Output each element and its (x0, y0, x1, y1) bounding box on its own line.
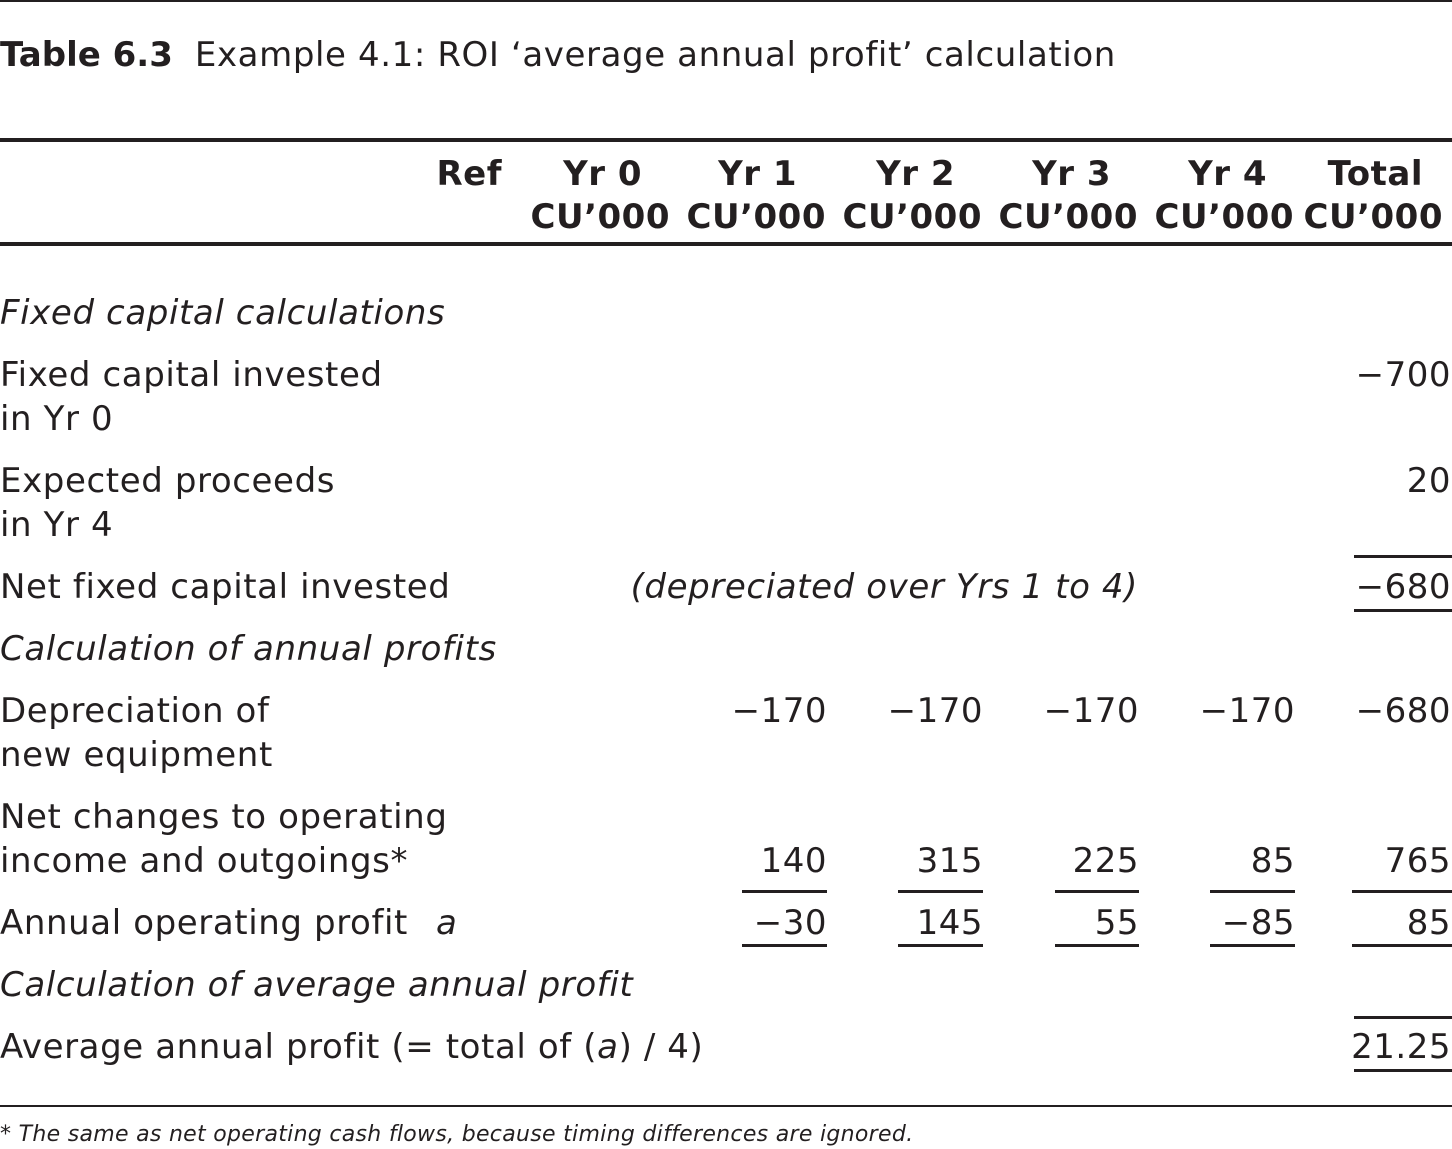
footnote: * The same as net operating cash flows, … (0, 1122, 914, 1147)
footer-rule (0, 1105, 1452, 1107)
row-net-changes-label-2: income and outgoings* (0, 841, 409, 881)
row-operating-profit-yr3: 55 (1094, 903, 1139, 943)
row-net-changes-yr1: 140 (760, 841, 827, 881)
row-depreciation-yr3: −170 (1043, 691, 1139, 731)
net-fixed-total-bottom-line (1354, 609, 1452, 612)
row-average-profit-ref: a (597, 1027, 619, 1067)
row-proceeds-label-2: in Yr 4 (0, 505, 114, 545)
row-net-changes-yr2: 315 (916, 841, 983, 881)
header-yr1-year: Yr 1 (718, 154, 797, 194)
row-proceeds-total: 20 (1406, 461, 1451, 501)
row-depreciation-label-1: Depreciation of (0, 691, 270, 731)
row-net-changes-yr4: 85 (1250, 841, 1295, 881)
section-fixed-capital: Fixed capital calculations (0, 293, 446, 333)
yr3-subtotal-top-line (1055, 890, 1139, 893)
header-yr4-year: Yr 4 (1188, 154, 1267, 194)
row-fixed-invested-label-2: in Yr 0 (0, 399, 114, 439)
row-net-changes-total: 765 (1384, 841, 1451, 881)
row-net-fixed-total: −680 (1355, 567, 1451, 607)
row-operating-profit-label: Annual operating profit (0, 903, 408, 943)
section-annual-profits: Calculation of annual profits (0, 629, 497, 669)
row-average-profit-label-after: ) / 4) (618, 1027, 704, 1067)
header-total-year: Total (1327, 154, 1423, 194)
yr3-subtotal-bottom-line (1055, 944, 1139, 947)
row-depreciation-total: −680 (1355, 691, 1451, 731)
row-depreciation-yr1: −170 (731, 691, 827, 731)
average-total-bottom-line (1354, 1069, 1452, 1072)
row-operating-profit-yr4: −85 (1221, 903, 1295, 943)
top-rule (0, 0, 1452, 2)
row-net-changes-yr3: 225 (1072, 841, 1139, 881)
header-yr3-year: Yr 3 (1032, 154, 1111, 194)
average-total-top-line (1354, 1016, 1452, 1019)
row-fixed-invested-total: −700 (1355, 355, 1451, 395)
row-fixed-invested-label-1: Fixed capital invested (0, 355, 383, 395)
table-caption: Example 4.1: ROI ‘average annual profit’… (194, 35, 1116, 75)
row-proceeds-label-1: Expected proceeds (0, 461, 336, 501)
total-subtotal-top-line (1352, 890, 1452, 893)
row-depreciation-label-2: new equipment (0, 735, 273, 775)
row-operating-profit-yr2: 145 (916, 903, 983, 943)
row-operating-profit-total: 85 (1406, 903, 1451, 943)
yr2-subtotal-top-line (898, 890, 983, 893)
header-total-unit: CU’000 (1303, 197, 1443, 237)
header-yr2-year: Yr 2 (876, 154, 955, 194)
row-average-profit-label: Average annual profit (= total of (a) / … (0, 1030, 703, 1064)
table-title: Table 6.3 Example 4.1: ROI ‘average annua… (0, 38, 1116, 72)
section-average-profit: Calculation of average annual profit (0, 965, 634, 1005)
yr2-subtotal-bottom-line (898, 944, 983, 947)
header-bottom-rule (0, 242, 1452, 246)
row-depreciation-yr4: −170 (1199, 691, 1295, 731)
row-operating-profit-ref: a (436, 903, 458, 943)
row-depreciation-yr2: −170 (887, 691, 983, 731)
table-number: Table 6.3 (0, 35, 173, 75)
row-operating-profit-yr1: −30 (753, 903, 827, 943)
row-net-fixed-note: (depreciated over Yrs 1 to 4) (630, 567, 1138, 607)
header-yr2-unit: CU’000 (842, 197, 982, 237)
yr4-subtotal-top-line (1210, 890, 1295, 893)
header-yr3-unit: CU’000 (998, 197, 1138, 237)
row-net-changes-label-1: Net changes to operating (0, 797, 448, 837)
row-average-profit-label-before: Average annual profit (= total of ( (0, 1027, 598, 1067)
row-average-profit-total: 21.25 (1351, 1027, 1451, 1067)
header-ref: Ref (436, 154, 502, 194)
net-fixed-total-top-line (1354, 555, 1452, 558)
yr4-subtotal-bottom-line (1210, 944, 1295, 947)
total-subtotal-bottom-line (1352, 944, 1452, 947)
header-yr1-unit: CU’000 (686, 197, 826, 237)
header-yr4-unit: CU’000 (1154, 197, 1294, 237)
yr1-subtotal-top-line (742, 890, 827, 893)
header-yr0-year: Yr 0 (563, 154, 642, 194)
header-top-rule (0, 138, 1452, 142)
row-net-fixed-label: Net fixed capital invested (0, 567, 451, 607)
header-yr0-unit: CU’000 (530, 197, 670, 237)
yr1-subtotal-bottom-line (742, 944, 827, 947)
